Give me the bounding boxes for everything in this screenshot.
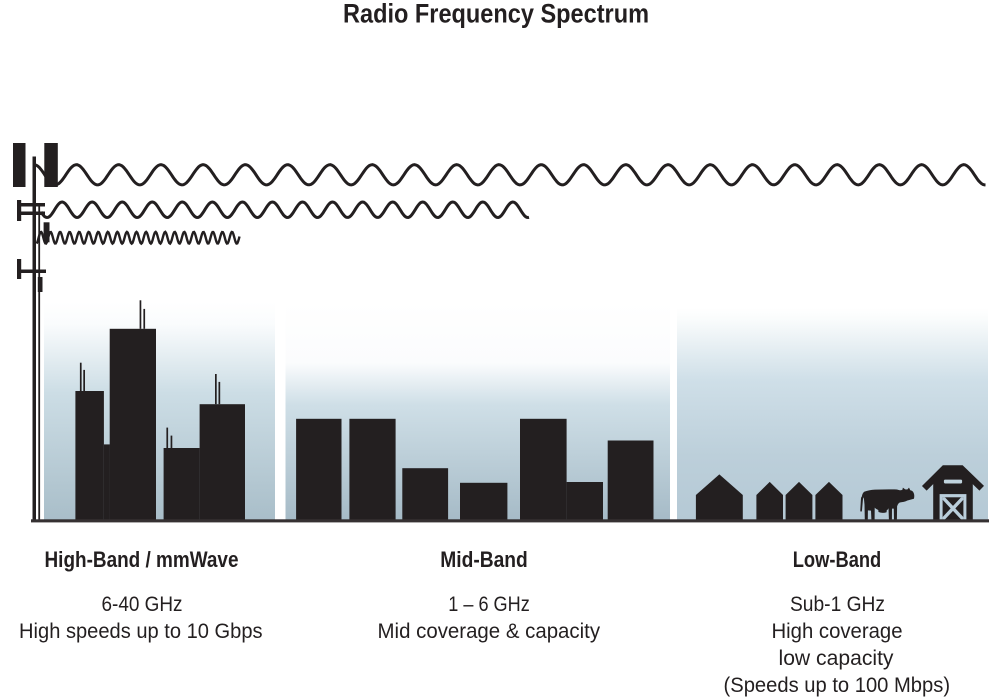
svg-text:Sub-1 GHz: Sub-1 GHz	[790, 593, 885, 616]
svg-text:High-Band / mmWave: High-Band / mmWave	[45, 547, 239, 572]
svg-text:Mid coverage & capacity: Mid coverage & capacity	[378, 620, 601, 643]
svg-text:High speeds up to 10 Gbps: High speeds up to 10 Gbps	[19, 620, 263, 643]
svg-text:Mid-Band: Mid-Band	[440, 547, 528, 572]
svg-text:6-40 GHz: 6-40 GHz	[102, 593, 183, 616]
svg-text:Low-Band: Low-Band	[793, 547, 882, 572]
svg-text:(Speeds up to 100 Mbps): (Speeds up to 100 Mbps)	[724, 674, 951, 697]
svg-text:Radio Frequency Spectrum: Radio Frequency Spectrum	[343, 0, 649, 28]
svg-text:low capacity: low capacity	[779, 647, 894, 670]
svg-text:1 – 6 GHz: 1 – 6 GHz	[448, 593, 530, 616]
svg-text:High coverage: High coverage	[772, 620, 903, 643]
